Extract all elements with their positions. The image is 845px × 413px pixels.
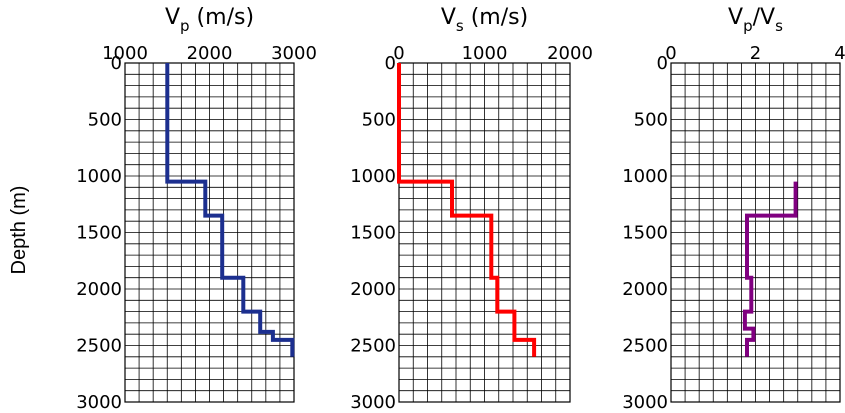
y-tick-label: 3000 bbox=[622, 392, 668, 413]
panel-title: Vp (m/s) bbox=[165, 5, 254, 35]
plot-frame bbox=[124, 62, 295, 403]
y-tick-label: 500 bbox=[362, 110, 396, 131]
panel-2: 0 1000 2000 0 500 1000 1500 2000 2500 3000 Vs (m/s… bbox=[350, 5, 593, 413]
x-tick-label: 2 bbox=[750, 43, 761, 64]
x-tick-label: 2000 bbox=[547, 43, 593, 64]
x-tick-label: 3000 bbox=[271, 43, 317, 64]
y-tick-label: 2500 bbox=[350, 336, 396, 357]
x-tick-label: 0 bbox=[393, 43, 404, 64]
y-tick-label: 2000 bbox=[350, 279, 396, 300]
y-tick-label: 0 bbox=[111, 53, 122, 74]
plot-frame bbox=[398, 62, 571, 403]
y-axis-label: Depth (m) bbox=[8, 186, 30, 275]
y-tick-label: 1000 bbox=[350, 166, 396, 187]
x-tick-label: 4 bbox=[834, 43, 845, 64]
y-tick-label: 500 bbox=[88, 110, 122, 131]
y-tick-label: 3000 bbox=[76, 392, 122, 413]
y-tick-label: 1500 bbox=[350, 223, 396, 244]
y-tick-label: 1500 bbox=[622, 223, 668, 244]
series-line bbox=[742, 181, 798, 357]
panel-1: 1000 2000 3000 0 500 1000 1500 2000 2500 3000 Vp (… bbox=[76, 5, 317, 413]
y-tick-label: 500 bbox=[634, 110, 668, 131]
plot-frame bbox=[670, 62, 841, 403]
y-tick-label: 3000 bbox=[350, 392, 396, 413]
y-tick-label: 2000 bbox=[622, 279, 668, 300]
x-tick-label: 1000 bbox=[102, 43, 148, 64]
y-tick-label: 1500 bbox=[76, 223, 122, 244]
x-tick-label: 1000 bbox=[462, 43, 508, 64]
x-tick-label: 0 bbox=[665, 43, 676, 64]
y-tick-label: 1000 bbox=[76, 166, 122, 187]
y-tick-label: 0 bbox=[385, 53, 396, 74]
panel-3: 0 2 4 0 500 1000 1500 2000 2500 3000 Vp/Vs bbox=[622, 5, 845, 413]
x-tick-label: 2000 bbox=[187, 43, 233, 64]
y-tick-label: 2500 bbox=[622, 336, 668, 357]
series-line bbox=[165, 63, 295, 357]
y-tick-label: 2000 bbox=[76, 279, 122, 300]
y-tick-label: 1000 bbox=[622, 166, 668, 187]
panel-title: Vp/Vs bbox=[728, 5, 783, 35]
y-tick-label: 0 bbox=[657, 53, 668, 74]
y-tick-label: 2500 bbox=[76, 336, 122, 357]
series-line bbox=[397, 63, 537, 357]
panel-title: Vs (m/s) bbox=[441, 5, 528, 35]
